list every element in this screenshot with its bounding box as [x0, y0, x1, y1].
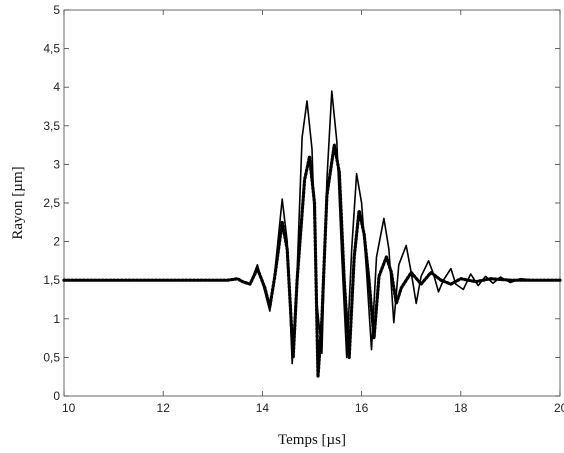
x-tick-label: 10: [62, 401, 76, 415]
x-tick-label: 16: [355, 401, 369, 415]
x-tick-label: 20: [554, 401, 564, 415]
series-layer: [62, 90, 562, 379]
x-tick-label: 14: [256, 401, 270, 415]
series-solid-line: [63, 90, 561, 365]
y-tick-label: 2: [53, 235, 60, 249]
y-tick-label: 4,5: [43, 42, 60, 56]
y-tick-label: 1,5: [43, 273, 60, 287]
y-axis: 0 0,5 1 1,5 2 2,5 3 3,5 4 4,5 5: [43, 3, 560, 403]
series-dotted-line: [62, 143, 562, 379]
x-tick-label: 18: [454, 401, 468, 415]
x-axis: 10 12 14 16 18 20: [62, 10, 564, 415]
y-tick-label: 5: [53, 3, 60, 17]
x-tick-label: 12: [157, 401, 171, 415]
y-tick-label: 3: [53, 157, 60, 171]
y-tick-label: 1: [53, 312, 60, 326]
y-axis-label: Rayon [µm]: [10, 166, 26, 239]
y-tick-label: 0: [53, 389, 60, 403]
y-tick-label: 3,5: [43, 119, 60, 133]
y-tick-label: 4: [53, 80, 60, 94]
x-axis-label: Temps [µs]: [278, 432, 346, 448]
y-tick-label: 2,5: [43, 196, 60, 210]
y-tick-label: 0,5: [43, 350, 60, 364]
plot-frame: [63, 9, 561, 397]
